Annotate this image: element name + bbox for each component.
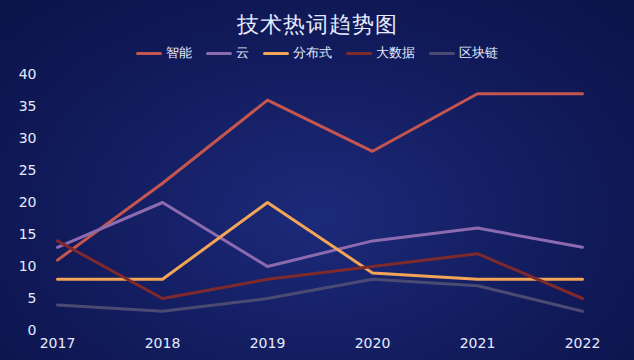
html-text:区块链: 区块链 <box>459 45 498 60</box>
svg-text:2020: 2020 <box>355 335 391 351</box>
svg-text:30: 30 <box>19 130 37 146</box>
svg-text:2018: 2018 <box>145 335 181 351</box>
svg-text:0: 0 <box>28 322 37 338</box>
svg-text:10: 10 <box>19 258 37 274</box>
svg-text:25: 25 <box>19 162 37 178</box>
html-text:分布式: 分布式 <box>293 45 332 60</box>
svg-text:2019: 2019 <box>250 335 286 351</box>
svg-text:2017: 2017 <box>40 335 76 351</box>
svg-text:2022: 2022 <box>565 335 601 351</box>
html-text:技术热词趋势图: 技术热词趋势图 <box>236 12 398 37</box>
html-text:云: 云 <box>236 45 249 60</box>
svg-text:35: 35 <box>19 98 37 114</box>
svg-text:2021: 2021 <box>460 335 496 351</box>
html-text:智能: 智能 <box>166 45 192 60</box>
svg-text:20: 20 <box>19 194 37 210</box>
svg-text:5: 5 <box>28 290 37 306</box>
svg-text:15: 15 <box>19 226 37 242</box>
html-text:大数据: 大数据 <box>376 45 415 60</box>
svg-text:40: 40 <box>19 66 37 82</box>
